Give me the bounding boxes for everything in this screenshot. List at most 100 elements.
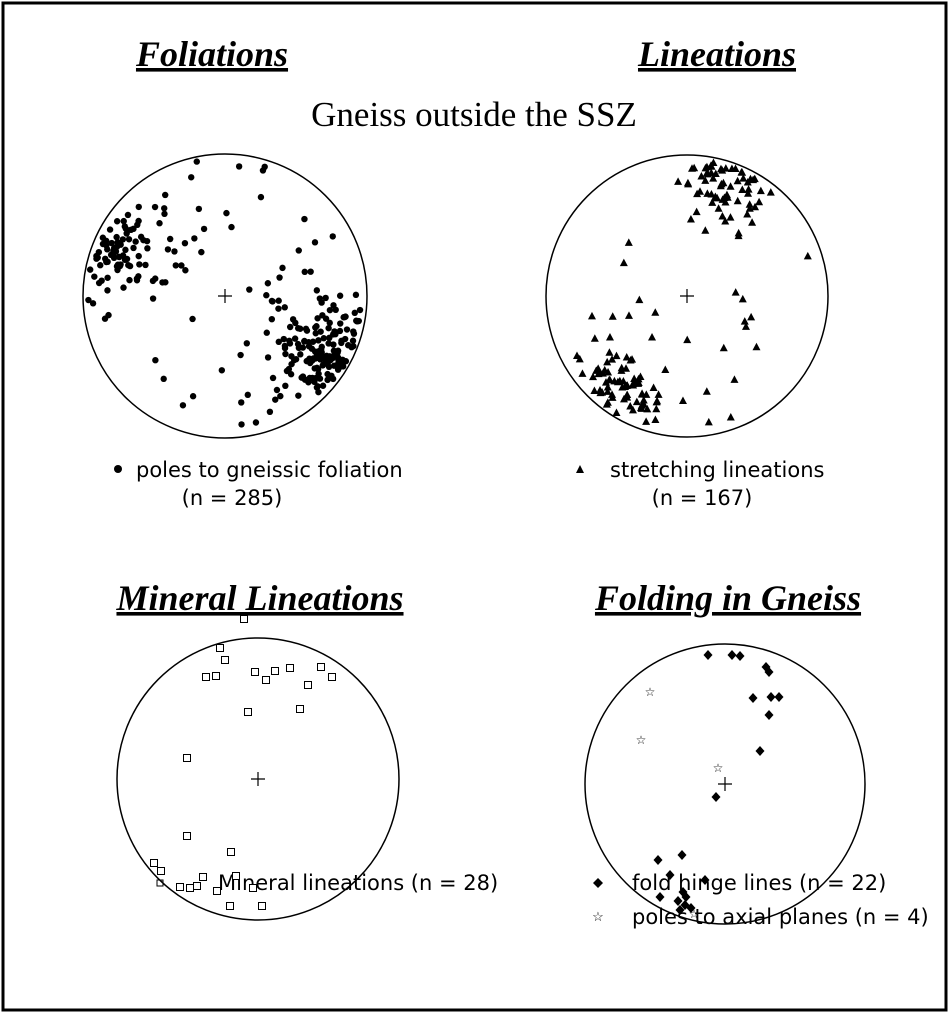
data-point [232,872,240,880]
data-point [297,351,304,358]
stereonet [545,154,829,438]
data-point [124,211,132,219]
data-point [709,174,718,182]
data-point [703,650,713,660]
data-point: ☆ [636,733,647,747]
data-point [313,384,321,391]
data-point [665,870,675,880]
data-point [619,258,628,267]
data-point [103,242,110,249]
data-point [313,323,320,330]
data-point [619,377,628,385]
data-point [608,393,617,401]
data-point [674,177,683,185]
legend-text: (n = 167) [652,486,753,510]
data-point [351,309,358,317]
data-point [91,273,98,280]
data-point [331,328,338,335]
data-point [315,337,322,344]
data-point [638,389,647,397]
data-point [286,323,294,331]
data-point [133,277,141,284]
data-point [262,676,270,684]
data-point [731,164,740,173]
data-point [748,218,757,226]
data-point [653,855,663,865]
data-point [642,417,651,425]
data-point [747,312,756,321]
data-point [700,875,710,885]
data-point [195,205,203,213]
data-point [311,378,318,386]
data-point [268,315,276,323]
data-point [741,322,750,330]
data-point [123,230,130,237]
data-point [269,374,277,382]
data-point [135,252,142,260]
data-point [342,358,350,365]
data-point [311,239,319,246]
data-point [178,262,185,269]
data-point [275,305,282,312]
data-point [716,164,725,173]
data-point [654,390,663,398]
data-point [623,393,632,401]
data-point [756,186,765,195]
data-point [134,221,141,229]
data-point [301,215,308,223]
data-point [113,233,120,241]
data-point [336,292,344,299]
data-point [295,344,303,352]
data-point [181,239,189,247]
center-cross [718,777,732,791]
data-point [330,341,337,348]
data-point [738,185,747,194]
data-point [726,213,735,221]
data-point [589,372,598,381]
data-point [156,220,163,227]
data-point [733,196,742,205]
data-point [319,382,327,389]
legend-text: poles to gneissic foliation [136,458,403,482]
data-point [244,708,252,716]
data-point [140,236,147,244]
data-point [301,268,308,276]
data-point [288,353,295,360]
data-point [328,673,336,681]
data-point [287,371,295,378]
data-point [603,387,612,395]
data-point [733,176,742,185]
data-point [326,319,333,327]
data-point [697,171,706,180]
data-point [622,381,631,390]
panel-title: Folding in Gneiss [594,578,861,618]
data-point [240,615,248,623]
data-point [624,238,633,246]
data-point [612,408,621,416]
data-point [701,176,710,184]
data-point [350,328,357,335]
data-point [334,347,342,354]
data-point [661,365,670,374]
data-point [681,892,691,902]
data-point [755,746,765,756]
data-point [162,191,169,199]
data-point [630,374,639,382]
data-point [264,354,272,361]
data-point [275,338,282,346]
legend-symbol [576,465,584,473]
data-point [263,292,270,299]
data-point [711,792,721,802]
data-point [702,387,711,395]
data-point [318,299,325,306]
data-point [193,158,200,165]
data-point [112,248,120,255]
data-point [309,338,317,345]
data-point [711,192,720,201]
data-point [596,386,605,394]
data-point [304,681,312,689]
data-point [322,294,329,302]
data-point [277,392,284,400]
data-point [739,174,748,182]
data-point [97,262,104,269]
